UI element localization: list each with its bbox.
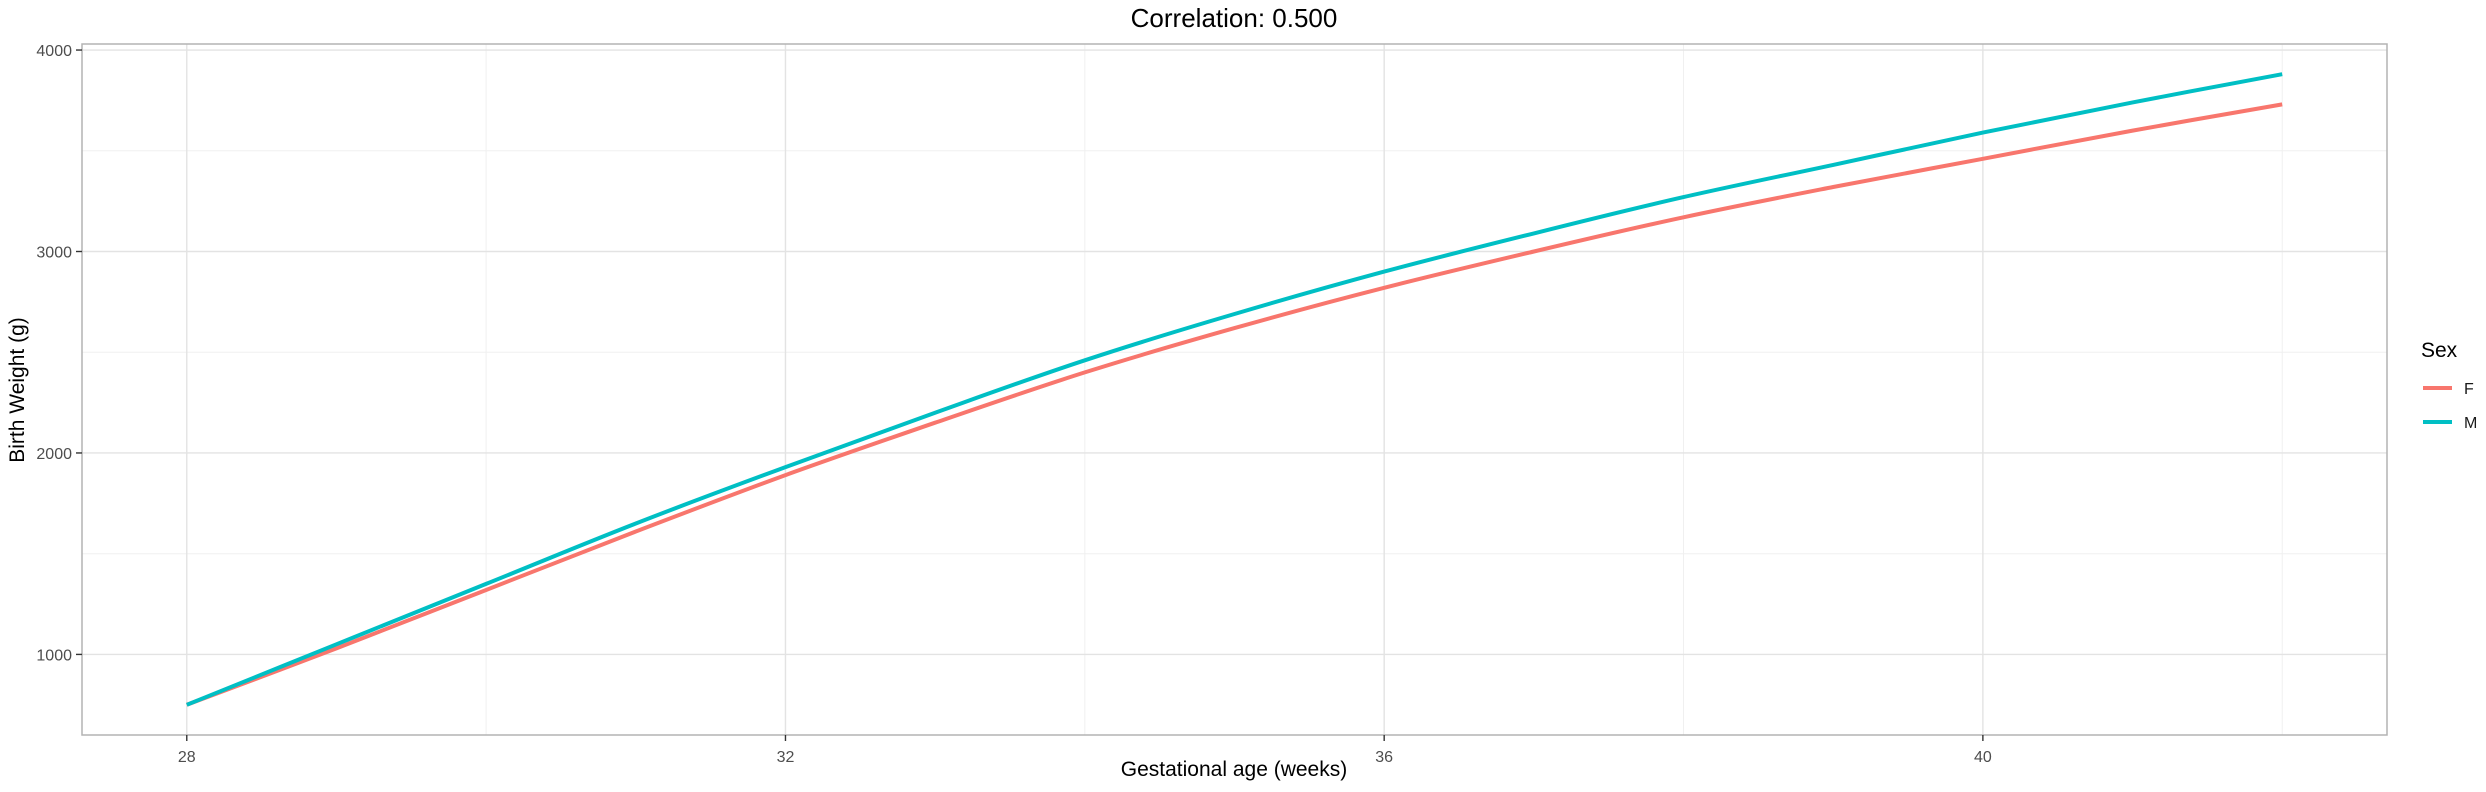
plot-panel-border [81, 43, 2388, 736]
chart-title: Correlation: 0.500 [1131, 3, 1338, 33]
y-tick-label: 3000 [36, 245, 72, 262]
y-axis-title: Birth Weight (g) [6, 317, 29, 463]
legend-label-f: F [2464, 381, 2474, 398]
legend-items: FM [2423, 381, 2477, 432]
series-line-f [186, 102, 2283, 707]
legend-label-m: M [2464, 415, 2477, 432]
plot-background [82, 44, 2387, 735]
x-tick-label: 28 [178, 749, 196, 766]
x-axis-ticks: 28 32 36 40 [178, 735, 1992, 766]
series-lines [186, 72, 2283, 707]
major-gridlines [82, 44, 2387, 735]
series-line-m [186, 72, 2283, 707]
legend: Sex FM [2421, 339, 2477, 432]
x-tick-label: 40 [1974, 749, 1992, 766]
x-tick-label: 32 [777, 749, 795, 766]
y-axis-ticks: 1000 2000 3000 4000 [36, 43, 82, 664]
minor-gridlines [82, 44, 2387, 735]
x-tick-label: 36 [1375, 749, 1393, 766]
legend-title: Sex [2421, 339, 2458, 362]
y-tick-label: 2000 [36, 446, 72, 463]
y-tick-label: 1000 [36, 647, 72, 664]
y-tick-label: 4000 [36, 43, 72, 60]
x-axis-title: Gestational age (weeks) [1121, 758, 1347, 781]
